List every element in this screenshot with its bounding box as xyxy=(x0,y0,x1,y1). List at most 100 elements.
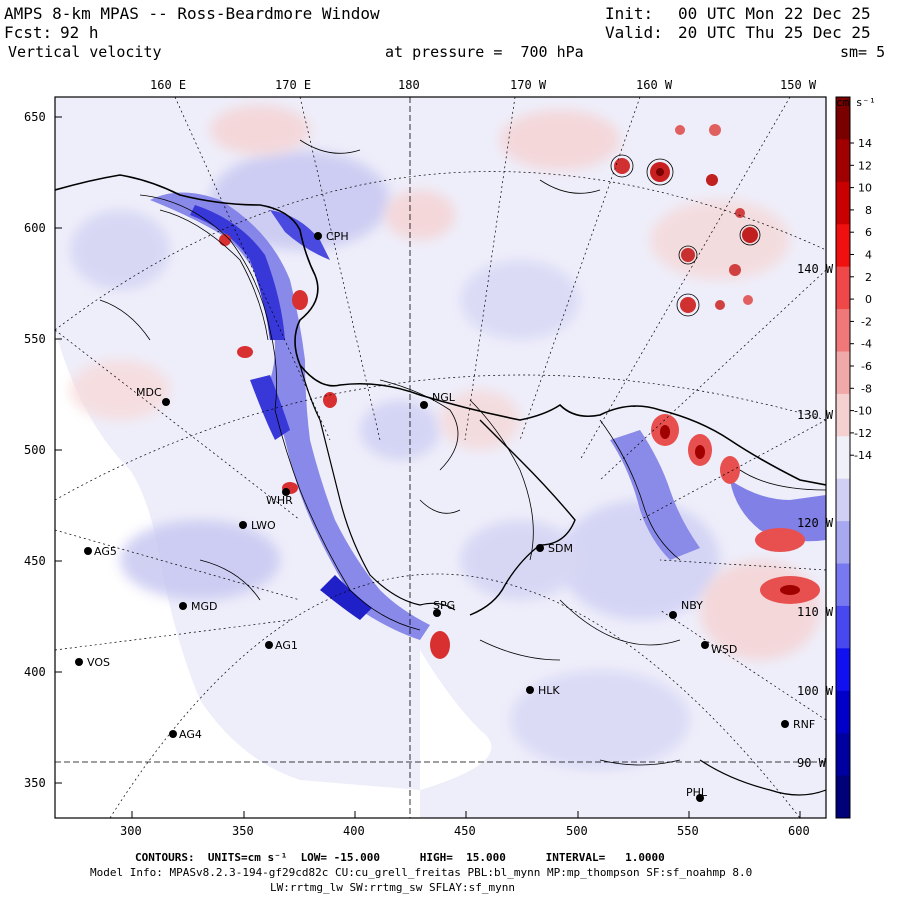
station-label-vos: VOS xyxy=(87,656,110,669)
colorbar-swatch xyxy=(836,478,850,522)
init-time: 00 UTC Mon 22 Dec 25 xyxy=(678,4,871,23)
x-tick-label: 500 xyxy=(566,824,588,838)
colorbar-swatch xyxy=(836,648,850,692)
longitude-label: 140 W xyxy=(797,262,834,276)
map-title: AMPS 8-km MPAS -- Ross-Beardmore Window xyxy=(4,4,380,23)
station-label-mgd: MGD xyxy=(191,600,218,613)
colorbar-swatch xyxy=(836,605,850,649)
longitude-label: 180 xyxy=(398,78,420,92)
station-dot-ngl xyxy=(420,401,428,409)
x-tick-label: 400 xyxy=(343,824,365,838)
station-dot-hlk xyxy=(526,686,534,694)
colorbar-tick-label: 4 xyxy=(865,249,872,262)
colorbar-tick-label: -6 xyxy=(861,360,872,373)
x-tick-label: 550 xyxy=(677,824,699,838)
longitude-label: 160 E xyxy=(150,78,187,92)
station-label-wsd: WSD xyxy=(711,643,737,656)
colorbar-swatch xyxy=(836,266,850,310)
variable-name: Vertical velocity xyxy=(8,43,162,61)
colorbar-swatch xyxy=(836,733,850,777)
station-dot-ag1 xyxy=(265,641,273,649)
station-markers: MDC NGL CPH WHR LWO AG5 MGD AG1 VOS AG4 SDM NBY WSD H… xyxy=(75,230,815,802)
x-tick-label: 300 xyxy=(120,824,142,838)
colorbar-swatch xyxy=(836,351,850,395)
colorbar-frame xyxy=(835,96,851,819)
colorbar-swatch xyxy=(836,563,850,607)
station-dot-cph xyxy=(314,232,322,240)
physics-info: LW:rrtmg_lw SW:rrtmg_sw SFLAY:sf_mynn xyxy=(270,881,516,894)
station-label-whr: WHR xyxy=(266,494,293,507)
y-tick-label: 500 xyxy=(24,443,46,457)
station-label-ngl: NGL xyxy=(432,391,456,404)
forecast-label: Fcst: xyxy=(4,23,53,42)
longitude-label: 120 W xyxy=(797,516,834,530)
station-dot-nby xyxy=(669,611,677,619)
contours-info: CONTOURS: UNITS=cm s⁻¹ LOW= -15.000 HIGH… xyxy=(135,851,665,864)
station-label-mdc: MDC xyxy=(136,386,162,399)
station-dot-mdc xyxy=(162,398,170,406)
station-label-phl: PHL xyxy=(686,786,708,799)
colorbar-swatch xyxy=(836,521,850,565)
x-tick-label: 600 xyxy=(788,824,810,838)
station-dot-ag5 xyxy=(84,547,92,555)
station-label-ag4: AG4 xyxy=(179,728,202,741)
station-dot-mgd xyxy=(179,602,187,610)
graticule xyxy=(55,97,826,818)
colorbar-swatch xyxy=(836,436,850,480)
longitude-label: 160 W xyxy=(636,78,673,92)
colorbar-swatch xyxy=(836,181,850,225)
valid-label: Valid: xyxy=(605,23,663,42)
longitude-label: 170 E xyxy=(275,78,312,92)
station-dot-sdm xyxy=(536,544,544,552)
longitude-label: 110 W xyxy=(797,605,834,619)
coastline xyxy=(55,174,826,486)
colorbar-tick-label: 14 xyxy=(858,137,872,150)
longitude-label: 150 W xyxy=(780,78,817,92)
y-tick-label: 400 xyxy=(24,665,46,679)
ice-shelf-edge xyxy=(469,419,576,616)
forecast-hours: 92 h xyxy=(60,23,99,42)
station-dot-ag4 xyxy=(169,730,177,738)
init-label: Init: xyxy=(605,4,654,23)
longitude-label: 90 W xyxy=(797,756,826,770)
y-tick-label: 350 xyxy=(24,776,46,790)
smoothing-value: sm= 5 xyxy=(840,43,886,61)
station-dot-lwo xyxy=(239,521,247,529)
longitude-label: 170 W xyxy=(510,78,547,92)
colorbar-swatch xyxy=(836,139,850,183)
longitude-label: 100 W xyxy=(797,684,834,698)
station-dot-vos xyxy=(75,658,83,666)
colorbar-tick-label: 2 xyxy=(865,271,872,284)
model-info: Model Info: MPASv8.2.3-194-gf29cd82c CU:… xyxy=(90,866,753,879)
y-tick-label: 450 xyxy=(24,554,46,568)
colorbar-tick-label: -8 xyxy=(861,382,872,395)
station-label-ag5: AG5 xyxy=(94,545,117,558)
colorbar-tick-label: 0 xyxy=(865,293,872,306)
station-label-cph: CPH xyxy=(326,230,349,243)
y-tick-label: 600 xyxy=(24,221,46,235)
y-tick-label: 550 xyxy=(24,332,46,346)
colorbar-tick-label: -14 xyxy=(854,449,872,462)
colorbar-swatch xyxy=(836,224,850,268)
convective-cells xyxy=(614,124,758,313)
colorbar: 14 12 10 8 6 4 2 0 -2 -4 -6 -8 -10 -12 -14 xyxy=(835,96,872,819)
station-label-spg: SPG xyxy=(433,599,455,612)
colorbar-units: cm s⁻¹ xyxy=(836,96,876,109)
station-label-sdm: SDM xyxy=(548,542,573,555)
vertical-velocity-field xyxy=(55,97,826,818)
x-tick-label: 450 xyxy=(454,824,476,838)
station-label-nby: NBY xyxy=(681,599,703,612)
colorbar-tick-label: -4 xyxy=(861,338,872,351)
colorbar-tick-label: -10 xyxy=(854,405,872,418)
y-tick-label: 650 xyxy=(24,110,46,124)
colorbar-tick-label: 6 xyxy=(865,226,872,239)
station-label-ag1: AG1 xyxy=(275,639,298,652)
station-dot-spg xyxy=(433,609,441,617)
colorbar-tick-label: -2 xyxy=(861,315,872,328)
pressure-level: at pressure = 700 hPa xyxy=(385,43,584,61)
colorbar-tick-label: -12 xyxy=(854,427,872,440)
station-dot-phl xyxy=(696,794,704,802)
station-label-rnf: RNF xyxy=(793,718,815,731)
valid-time: 20 UTC Thu 25 Dec 25 xyxy=(678,23,871,42)
